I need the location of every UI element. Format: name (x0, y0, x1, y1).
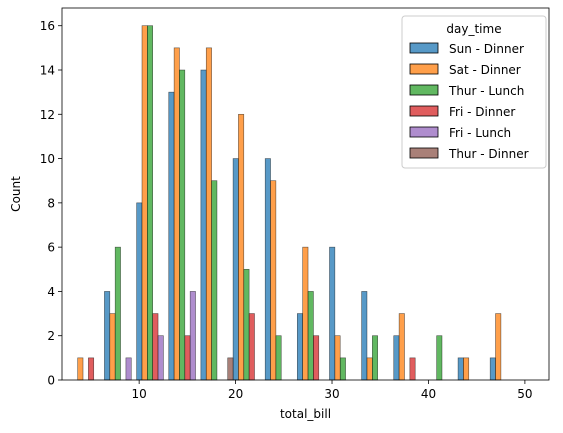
legend-swatch (409, 126, 439, 138)
y-tick-label: 14 (40, 64, 55, 78)
bar (307, 291, 314, 381)
x-tick-label: 50 (517, 387, 532, 401)
bar (393, 335, 400, 381)
legend-swatch (409, 63, 439, 75)
legend: day_time Sun - Dinner Sat - Dinner Thur - … (401, 15, 547, 169)
bar (114, 246, 121, 381)
bar (205, 47, 212, 381)
bar (232, 158, 239, 381)
bar (398, 313, 405, 381)
bar (489, 357, 496, 381)
bar (238, 113, 245, 381)
y-axis-label: Count (9, 176, 23, 212)
legend-entry-label: Sat - Dinner (449, 63, 521, 77)
bars-layer (77, 25, 502, 381)
bar (173, 47, 180, 381)
y-tick-label: 2 (47, 329, 55, 343)
plot-frame (61, 7, 550, 381)
legend-swatch (409, 147, 439, 159)
x-tick-label: 20 (228, 387, 243, 401)
y-tick-label: 12 (40, 108, 55, 122)
bar (361, 291, 368, 381)
bar (109, 313, 116, 381)
bar (141, 25, 148, 381)
legend-entry-label: Thur - Lunch (448, 84, 524, 98)
bar (248, 313, 255, 381)
x-tick-label: 10 (132, 387, 147, 401)
bar (152, 313, 159, 381)
legend-entry-label: Thur - Dinner (448, 147, 529, 161)
x-tick-label: 40 (421, 387, 436, 401)
bar (409, 357, 416, 381)
bar (211, 180, 218, 381)
bar (296, 313, 303, 381)
bar (495, 313, 502, 381)
legend-entry-label: Fri - Dinner (449, 105, 515, 119)
bar (302, 246, 309, 381)
bar (125, 357, 132, 381)
legend-swatch (409, 84, 439, 96)
y-tick-label: 10 (40, 152, 55, 166)
bar (184, 335, 191, 381)
bar (147, 25, 154, 381)
x-axis: 10 20 30 40 50 (132, 380, 533, 401)
legend-title: day_time (446, 22, 501, 36)
y-tick-label: 16 (40, 19, 55, 33)
bar (77, 357, 84, 381)
bar (436, 335, 443, 381)
y-axis: 0 2 4 6 8 10 12 14 16 (40, 19, 62, 388)
bar (457, 357, 464, 381)
bar (88, 357, 95, 381)
legend-entry-label: Sun - Dinner (449, 42, 524, 56)
bar (372, 335, 378, 381)
y-tick-label: 0 (47, 374, 55, 388)
bar (157, 335, 164, 381)
bar (275, 335, 282, 381)
legend-items: Sun - Dinner Sat - Dinner Thur - Lunch Fri … (409, 42, 529, 161)
bar (104, 291, 111, 381)
bar (366, 357, 373, 381)
y-tick-label: 8 (47, 196, 55, 210)
legend-swatch (409, 42, 439, 54)
bar (200, 69, 207, 381)
bar (136, 202, 143, 381)
bar (270, 180, 277, 381)
bar (189, 291, 196, 381)
y-tick-label: 6 (47, 241, 55, 255)
x-tick-label: 30 (324, 387, 339, 401)
legend-entry-label: Fri - Lunch (449, 126, 511, 140)
bar (168, 91, 175, 381)
bar (313, 335, 320, 381)
legend-swatch (409, 105, 439, 117)
x-axis-label: total_bill (280, 407, 331, 421)
bar (463, 357, 470, 381)
bar (339, 357, 346, 381)
y-tick-label: 4 (47, 285, 55, 299)
bar (334, 335, 341, 381)
bar (227, 357, 234, 381)
bar (264, 158, 271, 381)
bar (179, 69, 186, 381)
bar (329, 246, 336, 381)
bar (243, 268, 250, 381)
